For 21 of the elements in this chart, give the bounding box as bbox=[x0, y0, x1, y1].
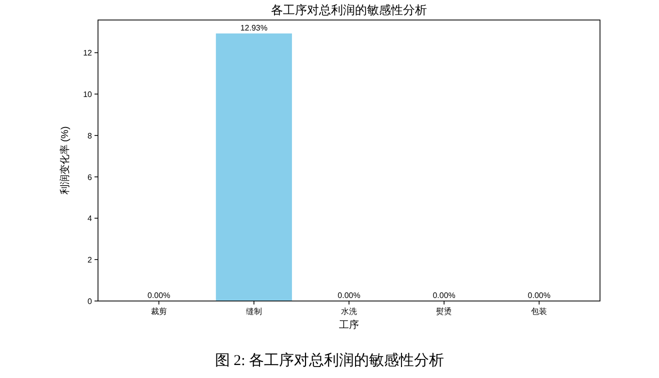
y-tick-label: 4 bbox=[88, 214, 93, 224]
y-tick-label: 12 bbox=[83, 48, 93, 58]
data-label: 0.00% bbox=[432, 291, 456, 300]
y-tick-label: 10 bbox=[83, 90, 93, 100]
data-label: 0.00% bbox=[338, 291, 360, 300]
y-tick-label: 2 bbox=[88, 256, 93, 265]
y-axis-title: 利润变化率 (%) bbox=[59, 126, 71, 195]
data-label: 0.00% bbox=[528, 291, 550, 300]
y-tick-label: 8 bbox=[88, 131, 93, 140]
y-tick-label: 0 bbox=[88, 297, 93, 306]
caption: 图 2: 各工序对总利润的敏感性分析 bbox=[214, 352, 444, 369]
data-label: 0.00% bbox=[148, 291, 170, 300]
x-axis-title: 工序 bbox=[339, 319, 359, 331]
x-tick-label: 裁剪 bbox=[150, 307, 167, 316]
x-tick-label: 缝制 bbox=[246, 307, 262, 316]
x-tick-label: 水洗 bbox=[341, 307, 357, 316]
data-label: 12.93% bbox=[240, 23, 268, 32]
x-tick-label: 熨烫 bbox=[436, 307, 452, 316]
y-tick-label: 6 bbox=[88, 172, 93, 182]
chart-title: 各工序对总利润的敏感性分析 bbox=[271, 3, 427, 17]
x-tick-label: 包装 bbox=[531, 307, 548, 316]
